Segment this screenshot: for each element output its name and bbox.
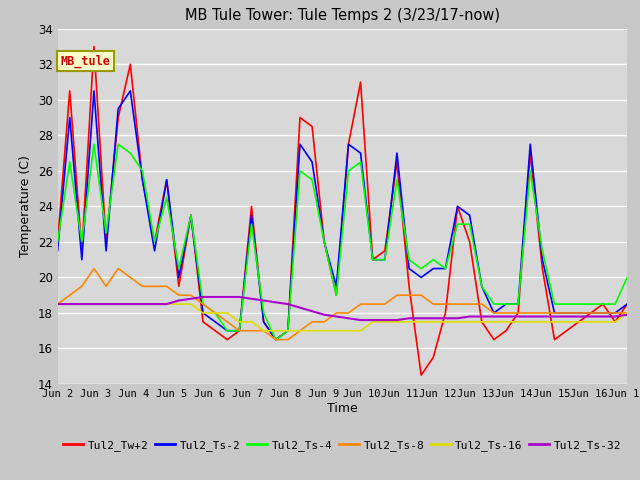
- Y-axis label: Temperature (C): Temperature (C): [19, 156, 32, 257]
- X-axis label: Time: Time: [327, 402, 358, 415]
- Title: MB Tule Tower: Tule Temps 2 (3/23/17-now): MB Tule Tower: Tule Temps 2 (3/23/17-now…: [185, 9, 500, 24]
- Legend: Tul2_Tw+2, Tul2_Ts-2, Tul2_Ts-4, Tul2_Ts-8, Tul2_Ts-16, Tul2_Ts-32: Tul2_Tw+2, Tul2_Ts-2, Tul2_Ts-4, Tul2_Ts…: [59, 436, 626, 456]
- Text: MB_tule: MB_tule: [60, 54, 110, 68]
